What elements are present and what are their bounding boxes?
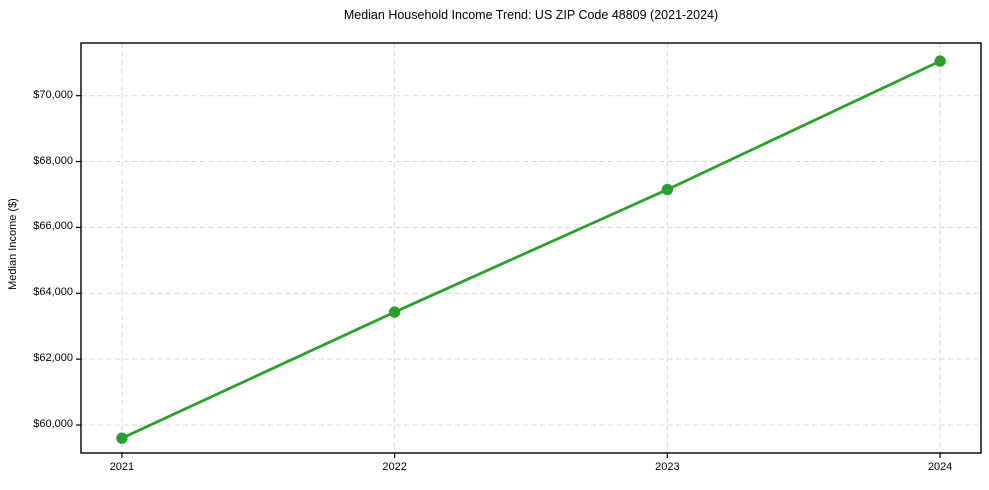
plot-border bbox=[80, 42, 982, 454]
x-tick-label: 2023 bbox=[655, 461, 680, 473]
y-tick-label: $62,000 bbox=[33, 352, 73, 365]
x-tick-label: 2024 bbox=[927, 461, 953, 473]
y-tick-label: $68,000 bbox=[33, 154, 73, 167]
chart-title: Median Household Income Trend: US ZIP Co… bbox=[343, 8, 719, 22]
x-tick-label: 2022 bbox=[382, 461, 407, 473]
x-tick-label: 2021 bbox=[109, 461, 135, 473]
y-axis-label: Median Income ($) bbox=[7, 198, 19, 290]
data-point-marker bbox=[661, 183, 674, 196]
data-point-marker bbox=[934, 55, 946, 67]
data-point-marker bbox=[388, 306, 401, 318]
y-tick-label: $70,000 bbox=[33, 88, 73, 101]
y-tick-label: $64,000 bbox=[33, 286, 73, 299]
y-tick-label: $66,000 bbox=[33, 220, 73, 233]
y-tick-label: $60,000 bbox=[33, 418, 73, 430]
trend-line bbox=[120, 59, 942, 440]
data-point-marker bbox=[116, 432, 128, 444]
